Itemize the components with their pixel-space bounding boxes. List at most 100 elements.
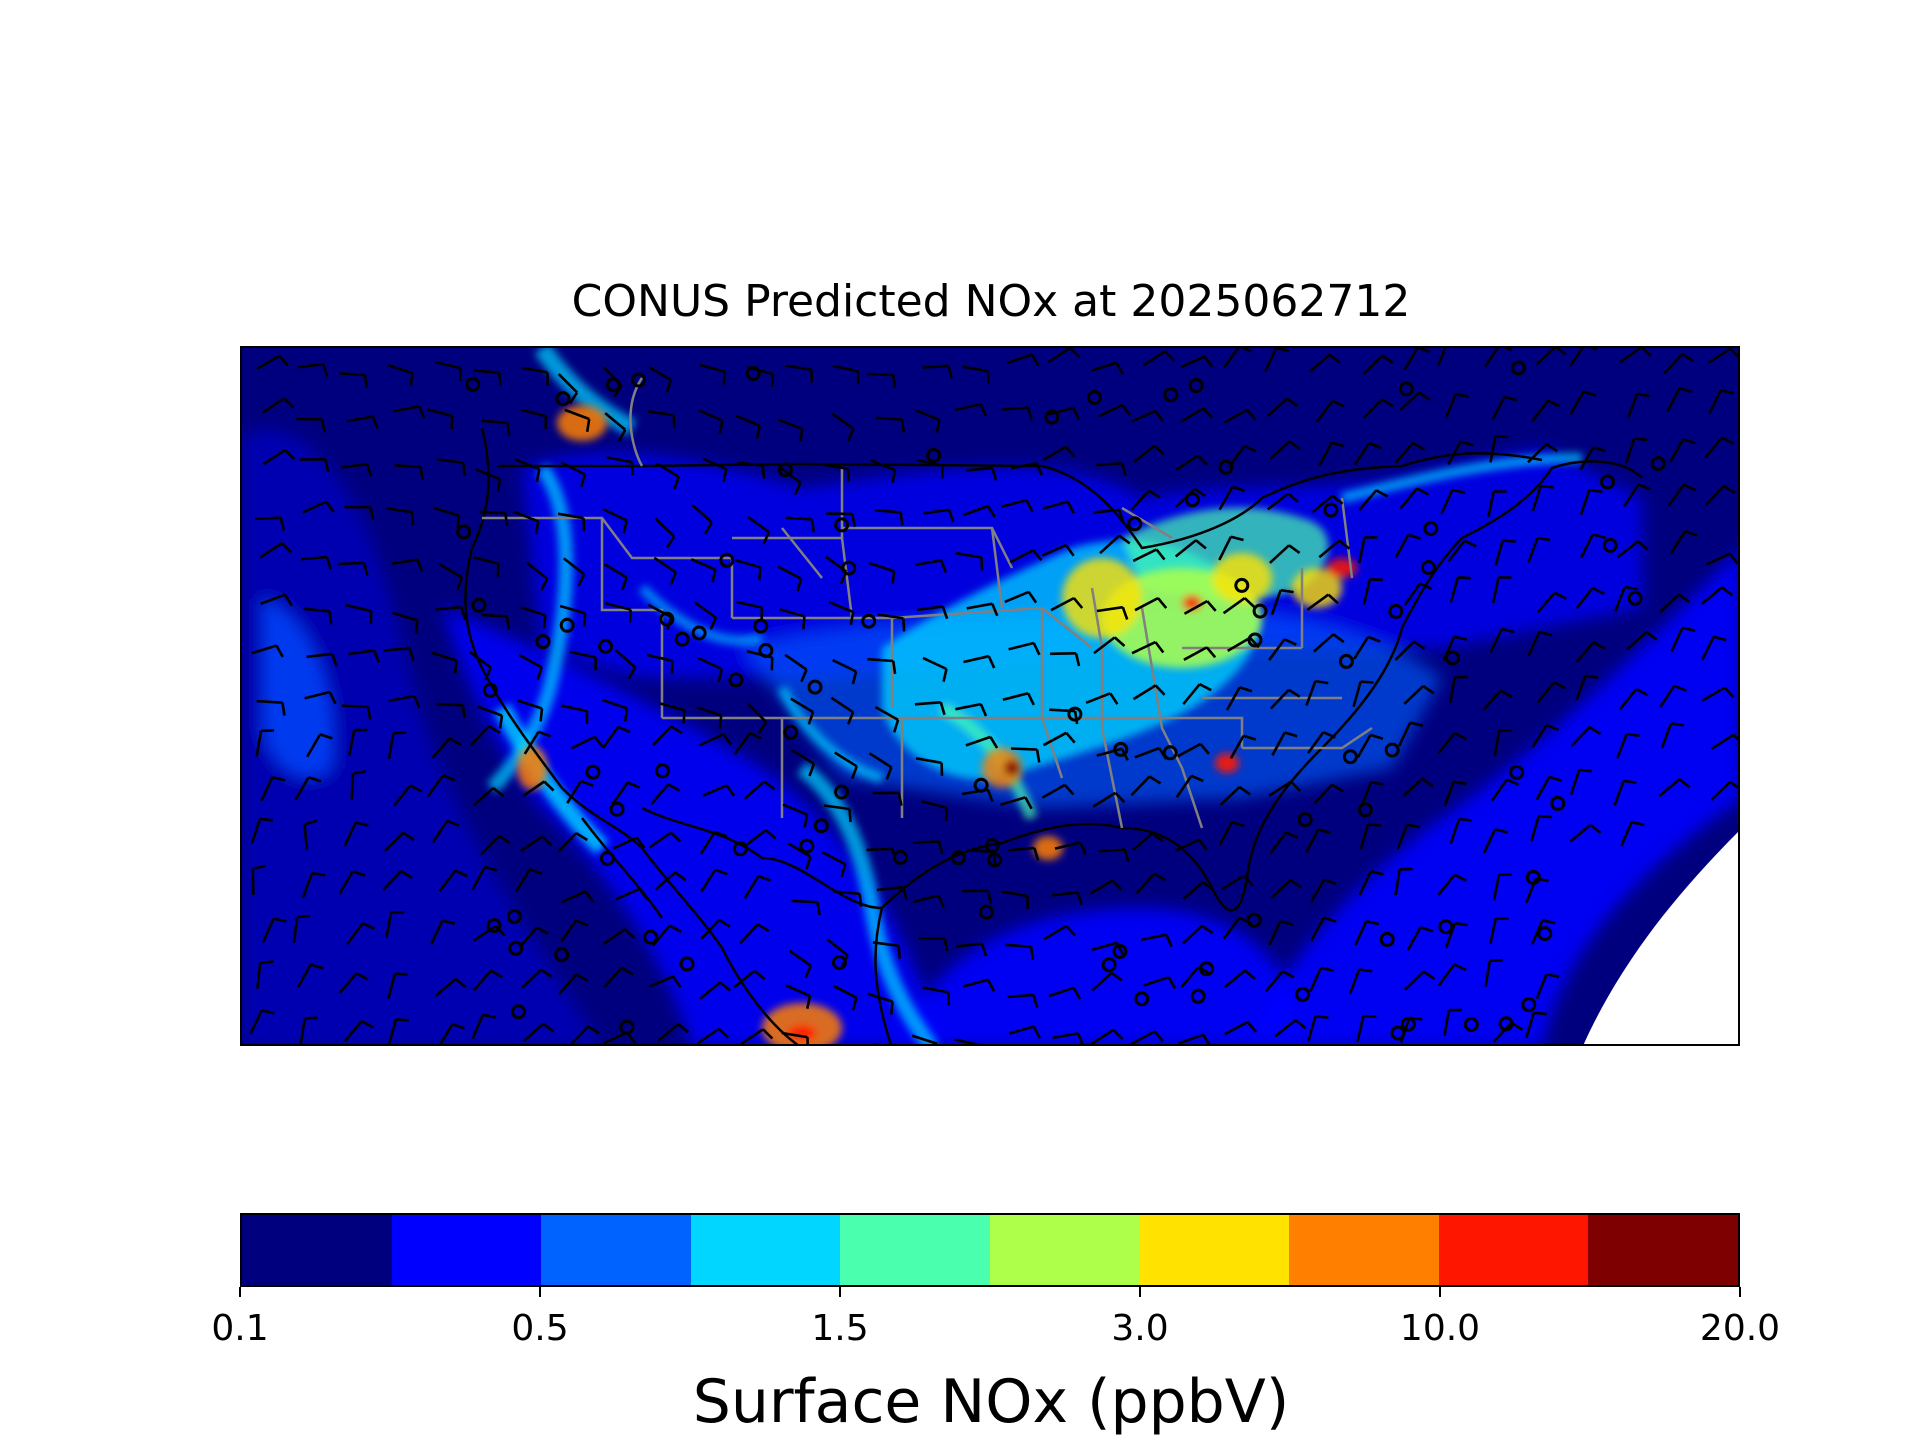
wind-barb [1359, 823, 1382, 850]
wind-barb [1223, 408, 1257, 424]
wind-barb [1356, 733, 1384, 759]
wind-barb [303, 607, 333, 625]
wind-barb [691, 504, 713, 535]
wind-barb [657, 1023, 690, 1042]
station-marker [679, 956, 695, 972]
wind-barb [1444, 392, 1469, 419]
wind-barb [342, 704, 372, 720]
station-marker [631, 372, 647, 388]
wind-barb [955, 702, 988, 717]
wind-barb [787, 842, 812, 870]
wind-barb [1305, 828, 1332, 854]
wind-barb [350, 770, 366, 800]
wind-barb [299, 1016, 318, 1044]
wind-barb [606, 456, 634, 476]
station-marker [1511, 360, 1526, 376]
wind-barb [1701, 635, 1727, 661]
wind-barb [1536, 681, 1567, 704]
wind-barb [1309, 966, 1334, 993]
wind-barb [777, 565, 803, 592]
station-marker [585, 764, 601, 780]
wind-barb [1043, 924, 1077, 941]
wind-barb [471, 865, 498, 891]
station-marker [1163, 387, 1179, 403]
wind-barb [832, 364, 860, 385]
wind-barb [558, 973, 589, 995]
wind-barb [1315, 399, 1345, 423]
wind-barb [560, 461, 587, 488]
station-marker [506, 909, 522, 924]
wind-barb [1701, 586, 1734, 605]
colorbar-segment [989, 1215, 1140, 1285]
wind-barb [781, 1031, 810, 1044]
wind-barb [1491, 395, 1518, 421]
wind-barb [392, 611, 419, 634]
wind-barb [1362, 398, 1394, 419]
wind-barb [1394, 441, 1425, 464]
wind-barb [1443, 1008, 1462, 1037]
wind-barb [1267, 492, 1300, 511]
wind-barb [1624, 437, 1648, 464]
wind-barb [690, 558, 717, 583]
wind-barb [385, 910, 405, 939]
wind-barb [1042, 731, 1076, 747]
wind-barb [913, 840, 944, 855]
wind-barb [1482, 828, 1508, 854]
wind-barb [1130, 775, 1162, 797]
wind-barb [1223, 348, 1252, 368]
wind-barb [694, 601, 718, 630]
wind-barb [1616, 732, 1640, 759]
wind-barb [603, 562, 628, 591]
station-marker [1252, 603, 1268, 619]
wind-barb [1218, 485, 1246, 511]
wind-barb [699, 363, 726, 385]
wind-barb [557, 831, 588, 853]
wind-barb [954, 402, 988, 417]
wind-barb [647, 365, 673, 393]
wind-barb [1099, 534, 1131, 555]
wind-barb [1269, 688, 1301, 710]
colorbar-tick-label: 20.0 [1699, 1308, 1781, 1349]
wind-barb [966, 466, 998, 481]
wind-barb [1222, 597, 1256, 615]
wind-barb [736, 461, 766, 479]
wind-barb [1525, 1011, 1547, 1039]
wind-barb [1447, 539, 1477, 562]
wind-barb [602, 928, 636, 945]
wind-barb [520, 408, 548, 430]
wind-barb [559, 604, 587, 627]
wind-barb [1182, 924, 1214, 945]
wind-barb [867, 657, 897, 675]
wind-barb [698, 409, 724, 434]
station-marker [1188, 378, 1204, 393]
wind-barb [1658, 684, 1687, 709]
wind-barb [1091, 971, 1123, 992]
wind-barb [392, 784, 423, 807]
wind-barb [1493, 728, 1513, 757]
wind-barb [1531, 399, 1561, 423]
wind-barb [696, 1027, 730, 1044]
wind-barb [1620, 820, 1645, 847]
wind-barb [653, 556, 678, 585]
wind-barb [915, 757, 944, 776]
wind-barb [744, 829, 777, 847]
wind-barb [393, 405, 426, 419]
station-marker [1423, 521, 1439, 536]
wind-barb [1449, 675, 1468, 704]
wind-barb [648, 831, 682, 849]
colorbar-tick-label: 1.5 [811, 1308, 869, 1349]
wind-barb [777, 418, 804, 442]
wind-barb [383, 646, 415, 661]
wind-barb [481, 419, 511, 436]
wind-barb [823, 804, 852, 823]
wind-barb [299, 458, 330, 473]
colorbar-segment [840, 1215, 990, 1285]
wind-barb [564, 408, 591, 433]
wind-barb [1569, 390, 1597, 415]
wind-barb [1489, 627, 1515, 654]
wind-barb [570, 735, 604, 750]
wind-barb [1483, 348, 1513, 368]
station-marker [758, 643, 774, 658]
wind-barb [1348, 968, 1373, 995]
wind-barb [1619, 348, 1652, 364]
